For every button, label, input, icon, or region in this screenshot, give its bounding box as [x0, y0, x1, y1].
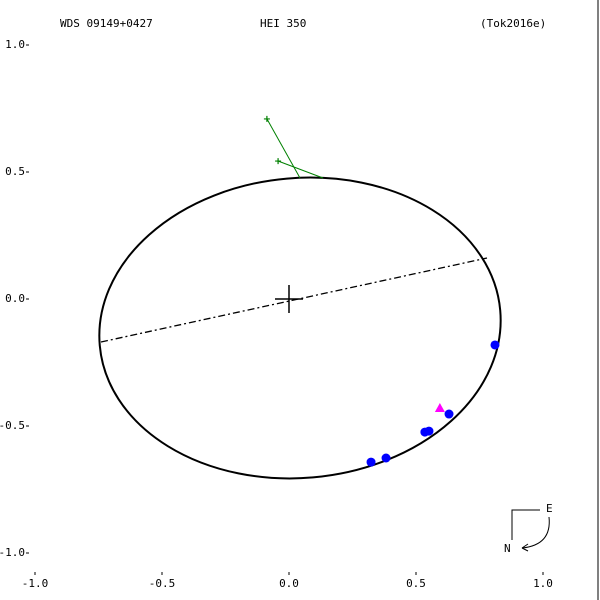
residual-line	[266, 118, 301, 179]
orbit	[98, 176, 502, 480]
line-of-nodes	[100, 257, 488, 343]
y-tick-label: 0.0	[5, 292, 25, 305]
compass-arrowhead	[521, 543, 529, 552]
observation	[263, 115, 270, 122]
compass-arrow	[521, 516, 550, 549]
compass: E N	[504, 502, 553, 555]
x-tick-label: 1.0	[533, 577, 553, 590]
header-name: HEI 350	[260, 17, 306, 30]
observation	[434, 402, 445, 412]
header-ref: (Tok2016e)	[480, 17, 546, 30]
compass-n: N	[504, 542, 511, 555]
observation	[420, 427, 430, 437]
observation	[444, 409, 454, 419]
compass-arms	[511, 509, 540, 540]
x-tick-label: -0.5	[149, 577, 176, 590]
x-tick-label: 0.5	[406, 577, 426, 590]
y-tick-label: -0.5	[0, 419, 25, 432]
y-tick-label: 0.5	[5, 165, 25, 178]
y-tick-label: -1.0	[0, 546, 25, 559]
residual-line	[277, 160, 324, 179]
observation	[381, 453, 391, 463]
observation	[490, 340, 500, 350]
x-tick-label: -1.0	[22, 577, 49, 590]
y-tick-label: 1.0	[5, 38, 25, 51]
observation	[275, 158, 282, 165]
header-wds: WDS 09149+0427	[60, 17, 153, 30]
observation	[366, 457, 376, 467]
compass-e: E	[546, 502, 553, 515]
x-tick-label: 0.0	[279, 577, 299, 590]
